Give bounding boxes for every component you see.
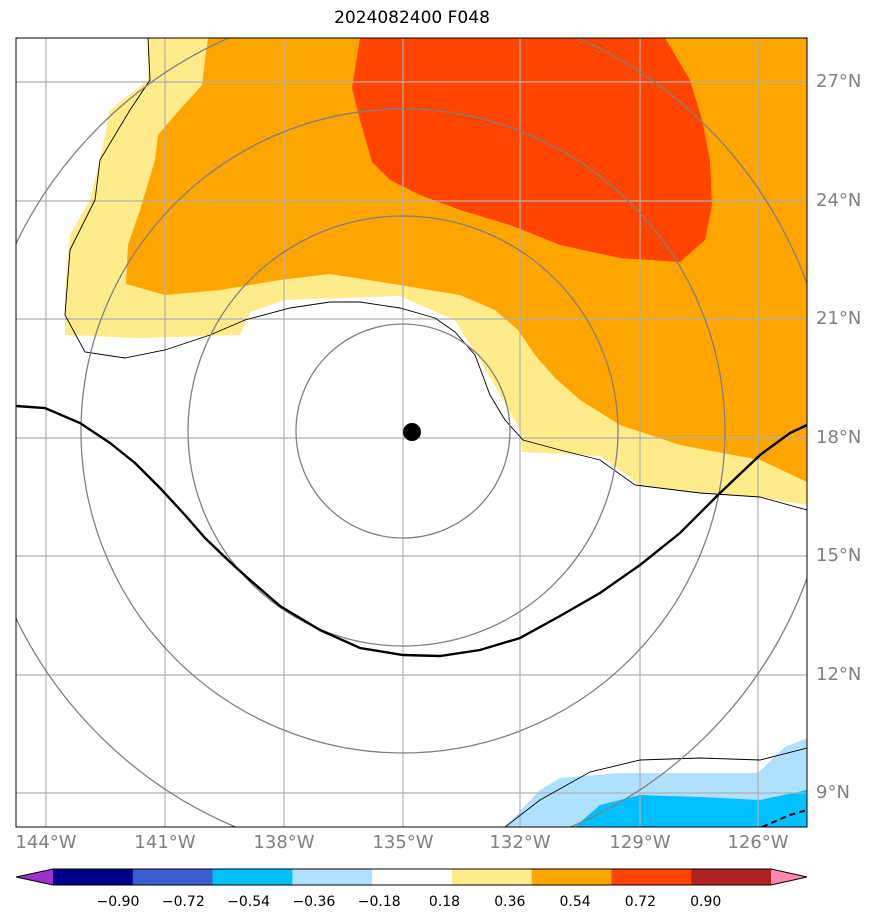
lat-label-18n: 18°N: [816, 427, 862, 448]
colorbar-cells: [16, 869, 807, 885]
colorbar-cell: [53, 869, 134, 885]
lon-label-138w: 138°W: [253, 832, 315, 853]
colorbar-outline: [15, 868, 808, 886]
colorbar-tick-label: −0.72: [161, 894, 205, 910]
storm-center-marker: [403, 423, 421, 441]
lon-label-129w: 129°W: [609, 832, 671, 853]
colorbar-tick-label: 0.54: [559, 894, 591, 910]
range-rings: [16, 38, 807, 827]
colorbar-cell: [691, 869, 772, 885]
lon-label-126w: 126°W: [727, 832, 789, 853]
negative-anomaly-blue-region: [575, 790, 807, 827]
colorbar-cell: [531, 869, 612, 885]
lon-label-141w: 141°W: [134, 832, 196, 853]
lat-label-21n: 21°N: [816, 308, 862, 329]
forecast-track-line: [16, 404, 807, 658]
map-title: 2024082400 F048: [334, 8, 490, 28]
map-panel: [15, 37, 808, 828]
positive-anomaly-red-region: [352, 38, 712, 262]
colorbar-cell: [212, 869, 293, 885]
colorbar-cell: [611, 869, 692, 885]
colorbar-cell: [451, 869, 533, 885]
colorbar-tick-label: 0.18: [428, 894, 461, 910]
lat-label-27n: 27°N: [816, 71, 862, 92]
dashed-contour-line: [761, 809, 807, 827]
lon-label-132w: 132°W: [489, 832, 551, 853]
lat-label-15n: 15°N: [816, 545, 862, 566]
lat-label-12n: 12°N: [816, 664, 862, 685]
colorbar-tick-label: −0.18: [357, 894, 401, 910]
lon-label-135w: 135°W: [372, 832, 434, 853]
colorbar-tick-label: 0.36: [494, 894, 526, 910]
colorbar-extend-max: [771, 869, 807, 885]
colorbar-cell: [372, 869, 453, 885]
colorbar-tick-label: −0.90: [96, 894, 140, 910]
colorbar-extend-min: [16, 869, 53, 885]
graticule: [16, 38, 807, 827]
colorbar-tick-label: 0.90: [690, 894, 722, 910]
lon-label-144w: 144°W: [15, 832, 77, 853]
anomaly-contour-lines: [64, 38, 807, 827]
lat-label-24n: 24°N: [816, 190, 862, 211]
colorbar: [15, 868, 808, 886]
lat-label-9n: 9°N: [816, 782, 850, 803]
colorbar-tick-label: −0.36: [292, 894, 336, 910]
colorbar-cell: [132, 869, 214, 885]
colorbar-tick-label: −0.54: [227, 894, 271, 910]
colorbar-cell: [292, 869, 373, 885]
colorbar-tick-label: 0.72: [624, 894, 656, 910]
map-frame: [15, 37, 808, 828]
